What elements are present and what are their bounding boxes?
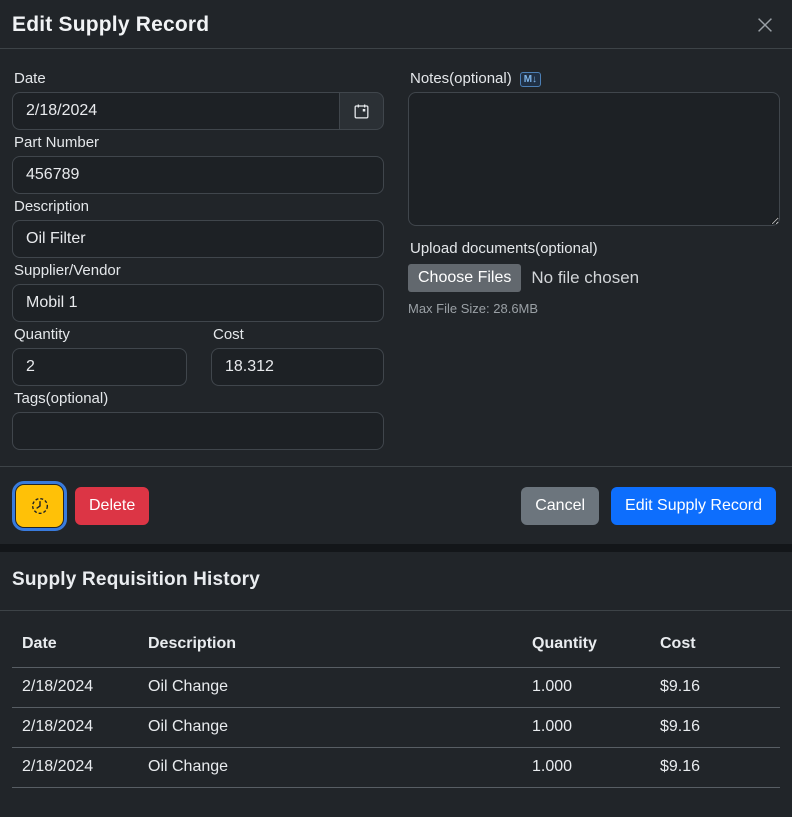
modal-footer: Delete Cancel Edit Supply Record [0,466,792,544]
cost-field: Cost [211,326,384,386]
cell-cost: $9.16 [650,707,780,748]
cell-date: 2/18/2024 [12,667,138,708]
cell-description: Oil Change [138,747,522,788]
history-clock-button[interactable] [12,481,67,531]
quantity-input[interactable] [12,348,187,386]
submit-edit-supply-record-button[interactable]: Edit Supply Record [611,487,776,525]
supplier-field: Supplier/Vendor [12,262,384,322]
description-field: Description [12,198,384,258]
cell-date: 2/18/2024 [12,747,138,788]
part-number-label: Part Number [14,134,100,151]
markdown-icon: M↓ [519,71,542,87]
notes-label-row: Notes(optional) M↓ [408,70,780,88]
date-field: Date [12,70,384,130]
calendar-icon [354,104,369,118]
cell-cost: $9.16 [650,667,780,708]
table-row: 2/18/2024 Oil Change 1.000 $9.16 [12,667,780,708]
date-input[interactable] [12,92,339,130]
quantity-cost-row: Quantity Cost [12,326,384,390]
cell-quantity: 1.000 [522,747,650,788]
upload-label: Upload documents(optional) [410,240,598,257]
header-quantity: Quantity [522,620,650,668]
history-table-wrap: Date Description Quantity Cost 2/18/2024… [0,611,792,788]
supply-requisition-history-panel: Supply Requisition History Date Descript… [0,552,792,817]
table-row: 2/18/2024 Oil Change 1.000 $9.16 [12,747,780,788]
header-date: Date [12,620,138,668]
part-number-field: Part Number [12,134,384,194]
close-x-glyph [758,18,772,32]
form-left-column: Date Part Number Descri [12,70,384,454]
calendar-picker-button[interactable] [339,92,384,130]
file-status-text: No file chosen [531,268,640,287]
cost-label: Cost [213,326,244,343]
file-input[interactable]: Choose Files No file chosen [408,264,780,292]
supplier-label: Supplier/Vendor [14,262,121,279]
description-label: Description [14,198,90,215]
tags-label: Tags(optional) [14,390,109,407]
tags-field: Tags(optional) [12,390,384,450]
modal-title: Edit Supply Record [12,13,210,36]
history-table-header-row: Date Description Quantity Cost [12,620,780,668]
edit-supply-record-modal: Edit Supply Record Date [0,0,792,544]
modal-body: Date Part Number Descri [0,49,792,466]
close-icon[interactable] [754,14,776,36]
choose-files-button[interactable]: Choose Files [408,264,522,292]
date-label: Date [14,70,46,87]
max-file-size-hint: Max File Size: 28.6MB [408,301,539,316]
clock-icon [31,497,48,515]
form-right-column: Notes(optional) M↓ Upload documents(opti… [408,70,780,454]
cell-description: Oil Change [138,667,522,708]
modal-header: Edit Supply Record [0,0,792,49]
history-title: Supply Requisition History [12,569,260,590]
header-cost: Cost [650,620,780,668]
cancel-button[interactable]: Cancel [521,487,600,525]
part-number-input[interactable] [12,156,384,194]
history-table: Date Description Quantity Cost 2/18/2024… [12,620,780,788]
history-header: Supply Requisition History [0,552,792,611]
notes-label: Notes(optional) [410,70,512,87]
quantity-field: Quantity [12,326,187,386]
supplier-input[interactable] [12,284,384,322]
tags-input[interactable] [12,412,384,450]
table-row: 2/18/2024 Oil Change 1.000 $9.16 [12,707,780,748]
cell-quantity: 1.000 [522,667,650,708]
cost-input[interactable] [211,348,384,386]
notes-textarea[interactable] [408,92,780,226]
delete-button[interactable]: Delete [75,487,150,525]
cell-quantity: 1.000 [522,707,650,748]
cell-date: 2/18/2024 [12,707,138,748]
header-description: Description [138,620,522,668]
cell-description: Oil Change [138,707,522,748]
quantity-label: Quantity [14,326,70,343]
description-input[interactable] [12,220,384,258]
cell-cost: $9.16 [650,747,780,788]
